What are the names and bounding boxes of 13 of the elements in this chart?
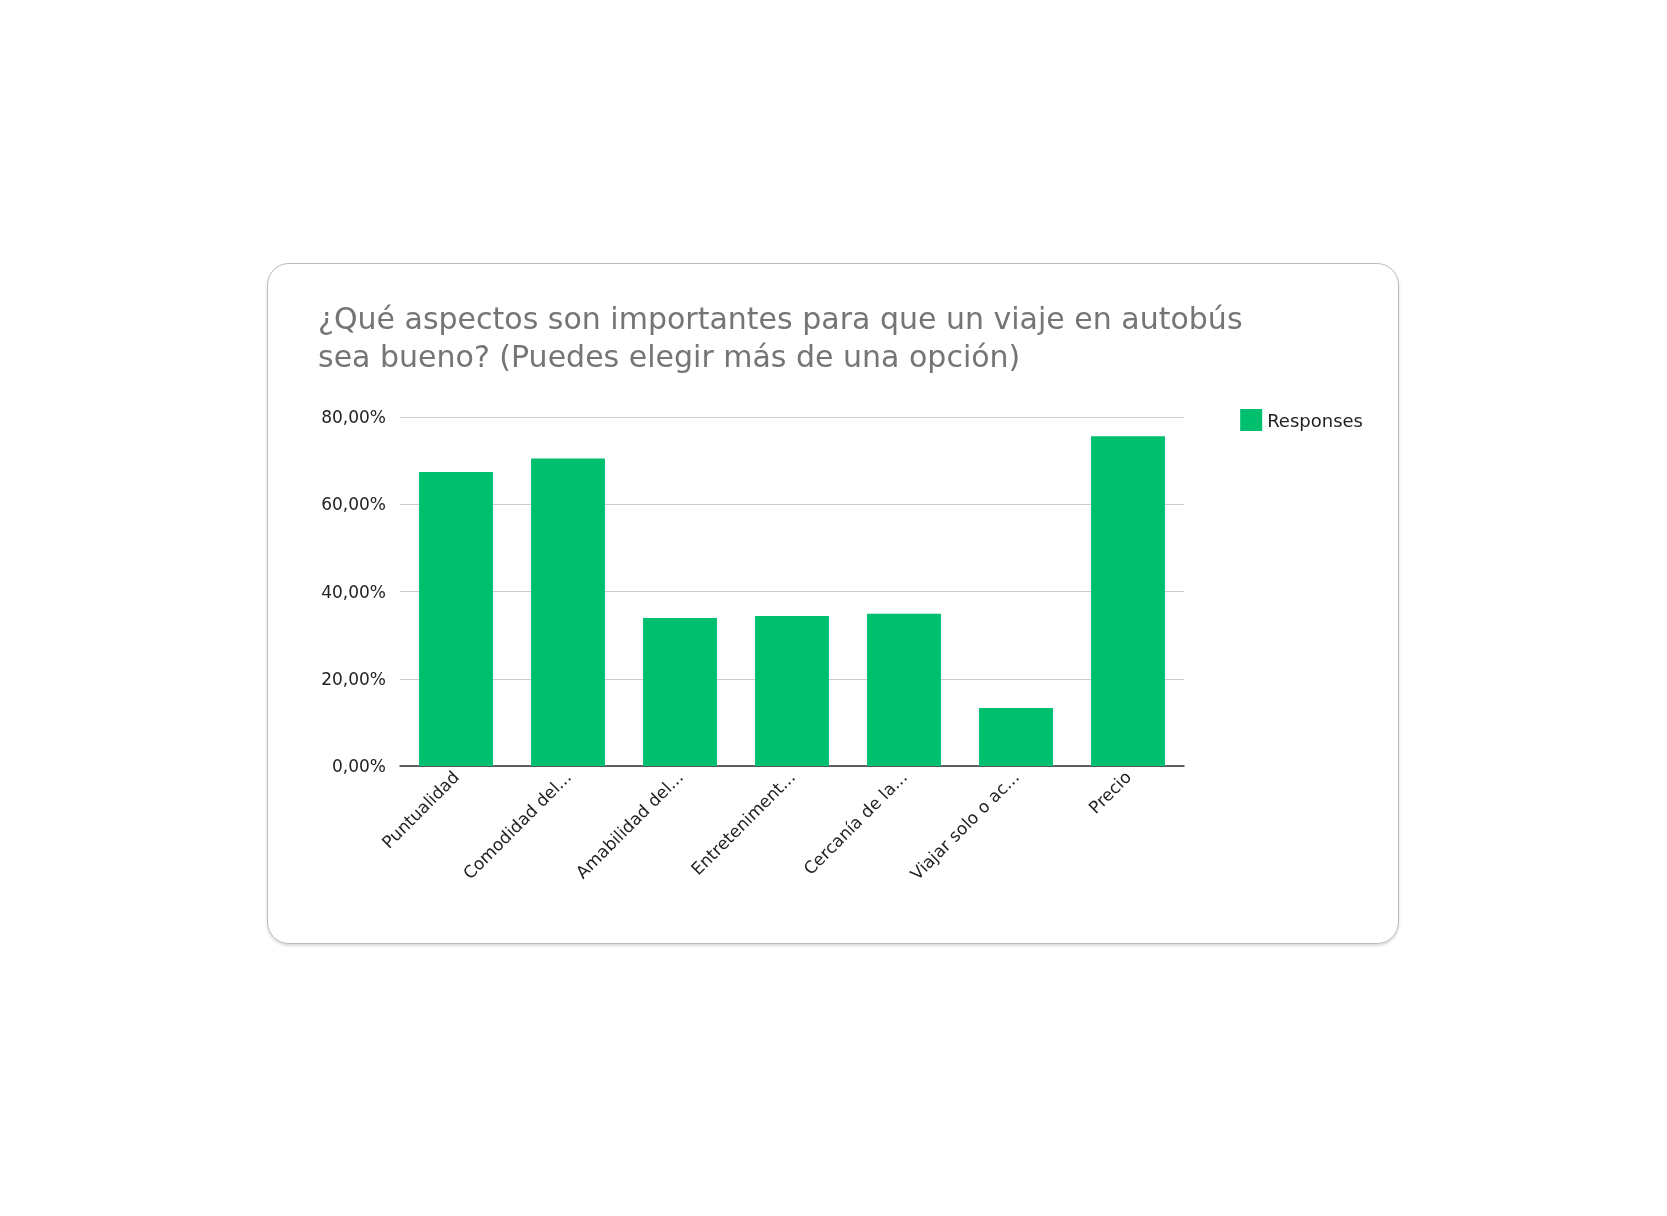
bar	[867, 613, 941, 766]
bar	[419, 471, 493, 766]
bar	[755, 615, 829, 766]
y-tick-label: 60,00%	[321, 494, 386, 515]
bar	[531, 458, 605, 766]
bar	[1091, 436, 1165, 766]
chart-title: ¿Qué aspectos son importantes para que un viaje en autobús sea bueno? (Puedes elegir más de una opción)	[318, 300, 1253, 374]
legend-label: Responses	[1267, 409, 1363, 431]
y-tick-label: 80,00%	[321, 407, 386, 427]
bar	[979, 707, 1053, 766]
y-tick-label: 20,00%	[321, 668, 386, 689]
y-tick-label: 40,00%	[321, 581, 386, 602]
bar	[643, 618, 717, 766]
